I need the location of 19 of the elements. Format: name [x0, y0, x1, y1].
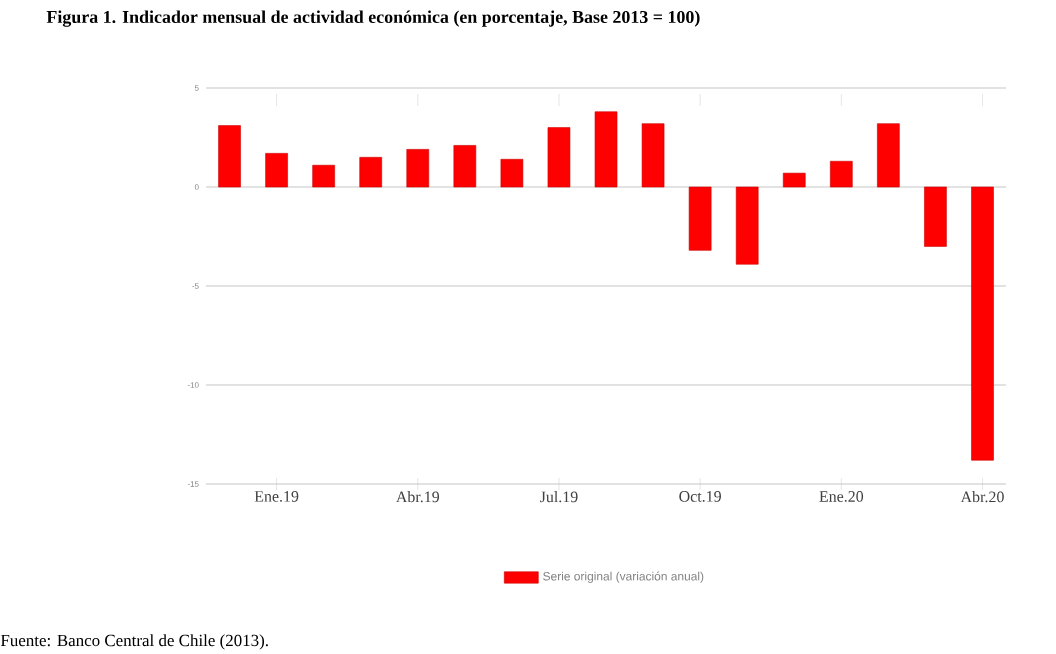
bar [312, 164, 335, 188]
bar [453, 145, 477, 188]
bar [688, 186, 712, 251]
bar [877, 123, 900, 188]
bar [265, 153, 288, 188]
source-note: Fuente: Banco Central de Chile (2013). [0, 634, 268, 650]
bar [594, 111, 618, 188]
bar [971, 186, 994, 461]
bar [924, 186, 947, 247]
chart-title: Figura 1. Indicador mensual de actividad económica (en porcentaje, Base 2013 = 100) [46, 10, 700, 27]
bar [406, 149, 430, 188]
bar [547, 127, 571, 188]
bar [782, 172, 806, 188]
bar [218, 125, 241, 188]
bar [830, 160, 853, 188]
bar [359, 157, 383, 188]
bar [641, 123, 665, 188]
bar [735, 186, 759, 265]
bar [500, 158, 524, 188]
